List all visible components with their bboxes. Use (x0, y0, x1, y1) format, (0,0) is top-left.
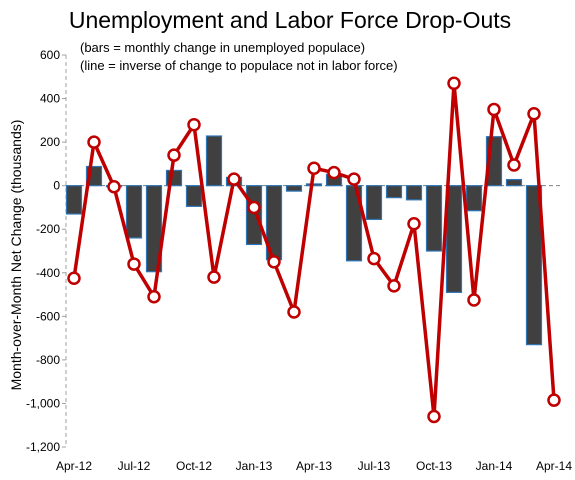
x-tick-label: Jan-13 (236, 459, 273, 473)
y-tick-label: -1,000 (26, 396, 60, 410)
axes (62, 54, 562, 448)
line-point (107, 180, 121, 194)
line-point (307, 161, 321, 175)
x-tick-label: Apr-12 (56, 459, 92, 473)
y-tick-label: -200 (36, 222, 60, 236)
y-tick-label: -600 (36, 309, 60, 323)
line-point (67, 271, 81, 285)
line-point (367, 251, 381, 266)
x-tick-label: Jul-13 (358, 459, 391, 473)
chart-title: Unemployment and Labor Force Drop-Outs (69, 7, 511, 33)
x-tick-labels: Apr-12 Jul-12 Oct-12 Jan-13 Apr-13 Jul-13 Oct-… (56, 459, 572, 473)
bar (505, 178, 523, 187)
line-point (227, 172, 241, 186)
bar (425, 185, 443, 252)
chart-subtitle-2: (line = inverse of change to populace no… (80, 58, 398, 73)
bar (185, 185, 203, 207)
bar (145, 185, 163, 273)
y-tick-label: -400 (36, 266, 60, 280)
line-point (287, 305, 301, 319)
line-point (467, 293, 481, 307)
line-series (67, 76, 561, 424)
line-point (507, 158, 521, 172)
x-tick-label: Jul-12 (118, 459, 151, 473)
bar (285, 185, 303, 192)
x-tick-label: Oct-12 (176, 459, 212, 473)
y-axis-label: Month-over-Month Net Change (thousands) (8, 120, 24, 391)
line-point (387, 279, 401, 293)
line-point (547, 393, 561, 407)
line-point (167, 148, 181, 162)
x-tick-label: Jan-14 (476, 459, 513, 473)
line-point (527, 107, 541, 121)
x-tick-label: Apr-14 (536, 459, 572, 473)
line-point (87, 135, 101, 149)
bar (65, 185, 83, 215)
y-tick-label: 600 (40, 48, 60, 62)
y-tick-label: 200 (40, 135, 60, 149)
bar (405, 185, 423, 201)
line-point (447, 76, 461, 91)
line-point (127, 257, 141, 271)
line-point (347, 172, 361, 186)
bar (465, 185, 483, 212)
bar (205, 135, 223, 187)
y-tick-label: -800 (36, 353, 60, 367)
line-point (407, 217, 421, 231)
bar (445, 185, 463, 293)
x-tick-label: Oct-13 (416, 459, 452, 473)
line-point (187, 117, 201, 132)
line-point (427, 409, 441, 424)
bar (245, 185, 263, 246)
line-point (487, 102, 501, 117)
y-tick-label: -1,200 (26, 440, 60, 454)
line-point (147, 289, 161, 304)
bar (305, 183, 323, 187)
line-point (207, 270, 221, 284)
y-tick-label: 0 (53, 179, 60, 193)
y-tick-label: 400 (40, 92, 60, 106)
x-tick-label: Apr-13 (296, 459, 332, 473)
line-point (247, 200, 261, 215)
bars (65, 135, 543, 346)
bar (125, 185, 143, 239)
bar (365, 185, 383, 221)
line-point (267, 255, 281, 269)
y-tick-labels: 600 400 200 0 -200 -400 -600 -800 -1,000 -1,200 (26, 48, 60, 454)
line-point (327, 165, 341, 180)
chart-subtitle-1: (bars = monthly change in unemployed pop… (80, 40, 365, 55)
bar (525, 185, 543, 346)
bar (385, 185, 403, 199)
